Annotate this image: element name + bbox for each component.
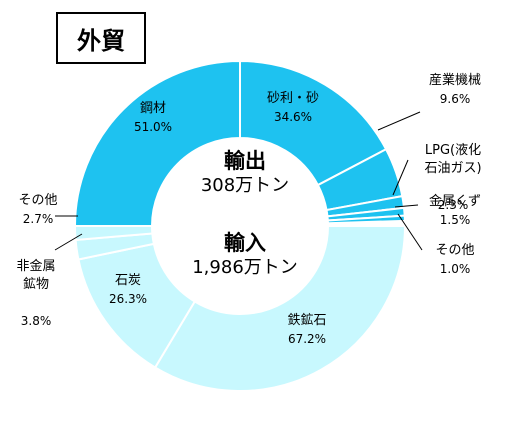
label-kinzoku-value: 1.5% [439,213,471,227]
segment-tekkoseki [153,225,407,392]
label-import-other: その他 2.7% [8,192,68,228]
import-center-name: 輸入 [224,231,266,255]
label-lpg: LPG(液化 石油ガス) 2.3% [408,124,498,232]
label-tekkoseki: 鉄鉱石 67.2% [272,312,342,348]
label-export-other-name: その他 [435,243,475,258]
label-import-other-value: 2.7% [22,212,54,226]
label-hikinzoku: 非金属 鉱物 3.8% [6,240,66,348]
label-kinzoku-name: 金属くず [428,194,481,209]
segment-kozai [73,59,241,227]
export-center-name: 輸出 [224,149,266,173]
label-lpg-name: LPG(液化 石油ガス) [424,143,482,176]
label-import-other-name: その他 [18,193,58,208]
label-jari-value: 34.6% [273,110,313,124]
page-title: 外貿 [56,12,146,64]
import-center-total: 1,986万トン [192,257,298,278]
import-center-label: 輸入 1,986万トン [180,230,310,280]
label-jari: 砂利・砂 34.6% [258,90,328,126]
label-hikinzoku-value: 3.8% [20,314,52,328]
label-sangyo: 産業機械 9.6% [415,72,495,108]
label-lpg-value: 2.3% [437,198,469,212]
leader-sangyo [377,111,421,131]
label-sangyo-value: 9.6% [439,92,471,106]
label-jari-name: 砂利・砂 [266,91,319,106]
leader-hikinzoku [54,233,83,251]
export-center-label: 輸出 308万トン [185,148,305,198]
label-export-other-value: 1.0% [439,262,471,276]
label-tekkoseki-name: 鉄鉱石 [287,313,327,328]
export-center-total: 308万トン [200,175,290,196]
leader-lpg [392,159,409,196]
label-kozai-name: 鋼材 [139,101,166,116]
leader-kinzoku [394,204,419,208]
segment-import-other [73,225,154,242]
label-tekkoseki-value: 67.2% [287,332,327,346]
label-hikinzoku-name: 非金属 鉱物 [16,259,56,292]
label-export-other: その他 1.0% [425,242,485,278]
label-sekitan-value: 26.3% [108,292,148,306]
segment-export-other [326,214,406,225]
label-kinzoku: 金属くず 1.5% [420,193,490,229]
label-kozai-value: 51.0% [133,120,173,134]
label-kozai: 鋼材 51.0% [118,100,188,136]
label-sekitan: 石炭 26.3% [98,272,158,308]
leader-export-other [397,213,423,251]
label-sekitan-name: 石炭 [114,273,141,288]
label-sangyo-name: 産業機械 [428,73,481,88]
